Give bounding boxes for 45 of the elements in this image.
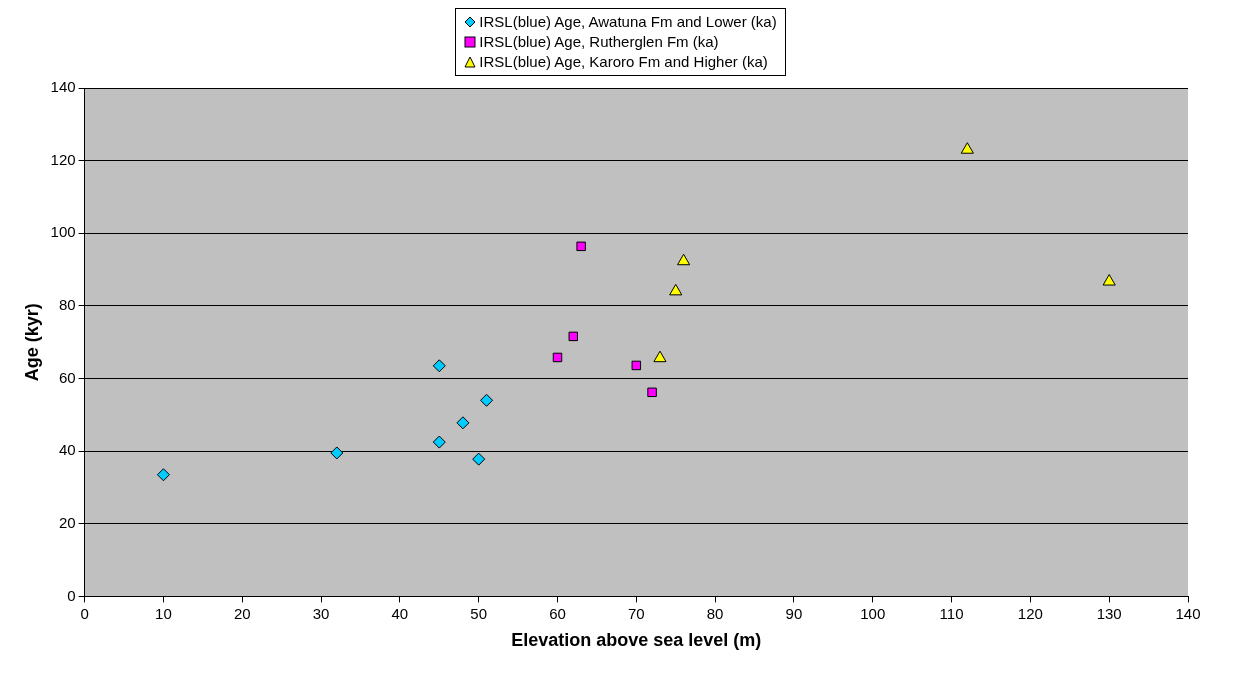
point <box>576 241 586 252</box>
x-tick-label: 50 <box>470 604 488 622</box>
x-tick-label: 60 <box>549 604 566 622</box>
y-tick-label: 60 <box>58 368 76 386</box>
point <box>480 393 494 407</box>
y-tick-label: 120 <box>50 150 76 168</box>
point <box>1102 274 1116 286</box>
point <box>156 468 170 482</box>
point <box>432 435 446 449</box>
x-tick-label: 130 <box>1096 604 1122 622</box>
x-tick-label: 10 <box>155 604 172 622</box>
x-tick-label: 140 <box>1175 604 1201 622</box>
x-axis-title: Elevation above sea level (m) <box>511 630 762 651</box>
y-axis-title: Age (kyr) <box>21 303 42 382</box>
x-tick-label: 100 <box>860 604 886 622</box>
y-tick-label: 80 <box>58 296 76 314</box>
point <box>552 352 563 363</box>
x-tick-label: 40 <box>391 604 409 622</box>
y-tick-label: 40 <box>58 441 76 459</box>
point <box>631 360 642 371</box>
point <box>472 452 486 466</box>
point <box>456 416 470 430</box>
x-tick-label: 120 <box>1017 604 1043 622</box>
x-tick-label: 110 <box>939 604 964 622</box>
point <box>653 350 667 363</box>
point <box>432 359 446 373</box>
legend-label: IRSL(blue) Age, Karoro Fm and Higher (ka) <box>479 52 768 72</box>
y-tick-label: 140 <box>50 78 76 96</box>
x-tick-label: 20 <box>233 604 251 622</box>
x-tick-label: 30 <box>312 604 330 622</box>
point <box>568 331 579 342</box>
y-tick-label: 100 <box>50 223 76 241</box>
point <box>677 253 691 266</box>
legend-label: IRSL(blue) Age, Awatuna Fm and Lower (ka) <box>479 12 777 32</box>
point <box>330 446 344 460</box>
point <box>647 387 657 398</box>
y-tick-label: 0 <box>67 586 76 604</box>
x-tick-label: 90 <box>785 604 803 622</box>
point <box>960 142 974 154</box>
x-tick-label: 0 <box>80 604 89 622</box>
point <box>669 283 683 296</box>
x-tick-label: 70 <box>627 604 645 622</box>
y-tick-label: 20 <box>58 513 76 531</box>
x-tick-label: 80 <box>706 604 724 622</box>
legend-label: IRSL(blue) Age, Rutherglen Fm (ka) <box>479 32 719 52</box>
